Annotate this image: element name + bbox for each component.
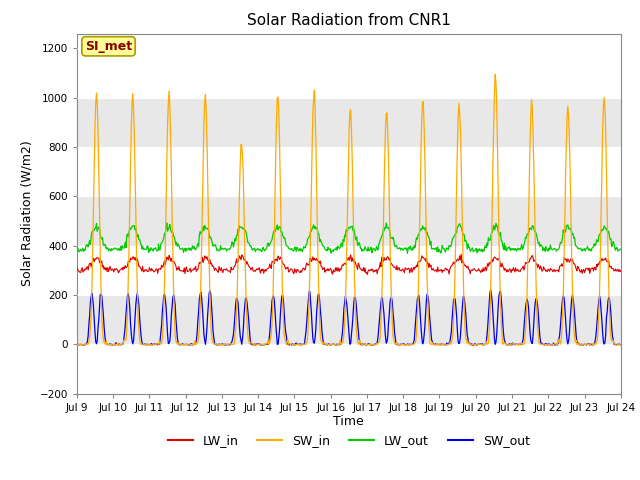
X-axis label: Time: Time [333,415,364,429]
Y-axis label: Solar Radiation (W/m2): Solar Radiation (W/m2) [21,141,34,287]
Legend: LW_in, SW_in, LW_out, SW_out: LW_in, SW_in, LW_out, SW_out [163,429,535,452]
Bar [77,98,621,147]
Bar [77,295,621,344]
Text: SI_met: SI_met [85,40,132,53]
Title: Solar Radiation from CNR1: Solar Radiation from CNR1 [247,13,451,28]
Bar [77,196,621,246]
